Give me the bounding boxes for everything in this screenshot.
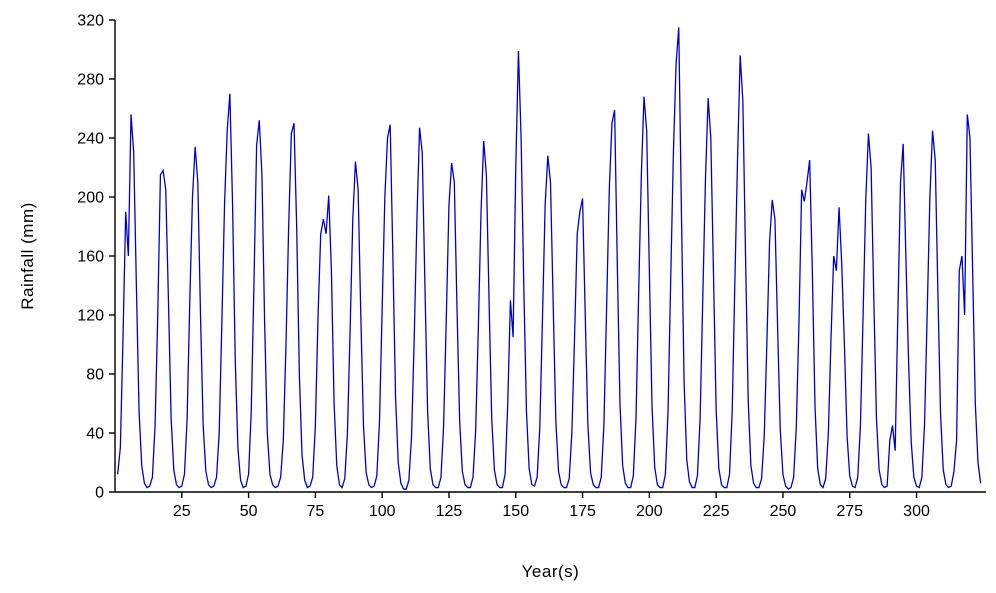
y-tick-label: 160 [77, 249, 104, 266]
x-tick-label: 300 [903, 503, 930, 520]
y-tick-label: 240 [77, 131, 104, 148]
x-tick-label: 125 [436, 503, 463, 520]
x-axis-title: Year(s) [521, 562, 580, 581]
x-tick-label: 150 [502, 503, 529, 520]
x-tick-label: 250 [770, 503, 797, 520]
x-tick-label: 100 [369, 503, 396, 520]
y-axis-title: Rainfall (mm) [18, 202, 37, 310]
y-tick-label: 0 [95, 485, 104, 502]
x-tick-label: 175 [569, 503, 596, 520]
x-tick-label: 225 [703, 503, 730, 520]
y-tick-label: 40 [86, 426, 104, 443]
x-tick-label: 275 [836, 503, 863, 520]
y-tick-label: 280 [77, 72, 104, 89]
y-tick-label: 320 [77, 13, 104, 30]
x-tick-label: 75 [306, 503, 324, 520]
y-tick-label: 200 [77, 190, 104, 207]
y-tick-label: 120 [77, 308, 104, 325]
rainfall-line-series [117, 27, 982, 490]
x-tick-label: 50 [240, 503, 258, 520]
x-tick-label: 200 [636, 503, 663, 520]
y-tick-label: 80 [86, 367, 104, 384]
x-tick-label: 25 [173, 503, 191, 520]
